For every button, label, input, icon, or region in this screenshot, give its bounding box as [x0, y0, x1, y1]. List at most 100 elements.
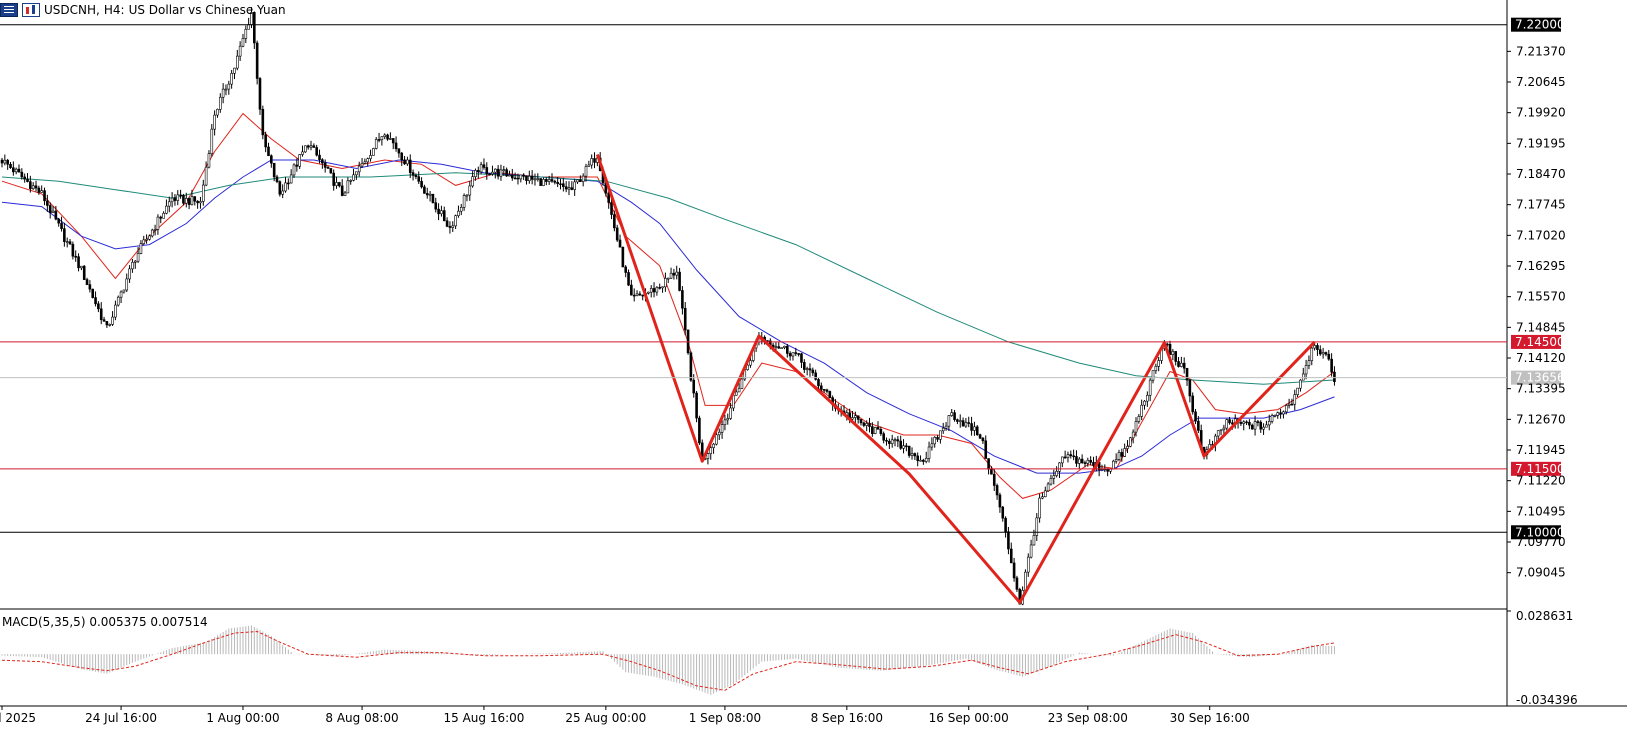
candle-body: [363, 161, 367, 164]
candle-body: [201, 184, 205, 202]
candle-body: [828, 391, 832, 398]
candle-body: [862, 422, 866, 426]
candle-body: [397, 148, 401, 154]
candle-body: [672, 272, 676, 276]
menu-icon[interactable]: [0, 3, 18, 17]
candle-body: [20, 171, 24, 178]
candle-body: [468, 185, 472, 196]
price-tick-label: 7.11220: [1516, 474, 1566, 488]
price-tick-label: 7.18470: [1516, 167, 1566, 181]
candle-body: [184, 198, 188, 204]
candle-body: [315, 147, 318, 156]
candle-body: [352, 174, 355, 181]
candle-body: [218, 96, 222, 110]
candle-body: [1001, 506, 1005, 519]
candle-body: [536, 178, 540, 180]
candle-body: [930, 443, 934, 448]
candle-body: [196, 200, 199, 204]
candle-body: [570, 187, 574, 190]
candle-body: [386, 134, 389, 140]
symbol-description: US Dollar vs Chinese Yuan: [128, 3, 286, 17]
candle-body: [1129, 437, 1132, 447]
candle-body: [800, 353, 803, 363]
candle-body: [119, 291, 123, 298]
candle-body: [820, 385, 823, 390]
symbol-label: USDCNH: [44, 3, 97, 17]
candle-body: [437, 208, 440, 215]
candle-body: [888, 440, 891, 444]
candle-body: [128, 268, 131, 280]
candle-body: [1049, 478, 1053, 485]
time-tick-label: 17 Jul 2025: [0, 711, 36, 725]
candle-body: [1112, 460, 1115, 470]
candle-body: [99, 308, 103, 320]
candle-body: [947, 415, 951, 427]
candle-body: [513, 177, 517, 180]
candle-body: [610, 202, 613, 215]
candle-body: [941, 427, 945, 432]
price-tick-label: 7.12670: [1516, 412, 1566, 426]
candle-body: [1148, 379, 1152, 396]
candle-body: [621, 246, 625, 268]
candle-body: [51, 210, 55, 213]
candle-body: [1216, 430, 1220, 437]
candle-body: [122, 289, 126, 293]
candle-body: [91, 288, 95, 298]
price-level-tag: [1511, 17, 1561, 32]
candle-body: [1188, 379, 1192, 397]
time-tick-label: 1 Sep 08:00: [689, 711, 761, 725]
candle-body: [34, 185, 38, 189]
candle-body: [26, 178, 29, 182]
price-level-tag: [1511, 525, 1561, 540]
candle-body: [885, 439, 888, 442]
candle-body: [984, 440, 988, 459]
candle-body: [408, 159, 412, 173]
candle-body: [312, 145, 316, 148]
candle-body: [1321, 352, 1325, 355]
candle-body: [457, 210, 460, 217]
candle-body: [193, 196, 197, 202]
candle-body: [953, 412, 956, 420]
price-tick-label: 7.21370: [1516, 44, 1566, 58]
candle-body: [253, 12, 256, 44]
candle-body: [893, 439, 897, 441]
candle-body: [1015, 577, 1019, 590]
candle-body: [1265, 424, 1268, 428]
candle-body: [454, 215, 457, 227]
candle-body: [1171, 351, 1175, 356]
candle-body: [1137, 416, 1141, 422]
candle-body: [666, 277, 670, 280]
macd-label: MACD(5,35,5) 0.005375 0.007514: [2, 615, 208, 629]
candle-body: [808, 368, 812, 371]
macd-tick-label: -0.034396: [1516, 693, 1578, 707]
price-tick-label: 7.20645: [1516, 75, 1566, 89]
candle-body: [485, 167, 489, 175]
candle-body: [360, 163, 364, 167]
bar-chart-icon[interactable]: [22, 3, 40, 17]
candle-body: [1134, 421, 1138, 433]
candle-body: [1072, 455, 1075, 458]
price-tick-label: 7.17745: [1516, 198, 1566, 212]
candle-body: [139, 243, 143, 254]
candle-body: [440, 210, 443, 215]
candle-body: [1055, 471, 1058, 476]
candle-body: [1330, 358, 1333, 373]
candle-body: [1114, 459, 1118, 462]
candle-body: [1035, 517, 1039, 536]
candle-body: [1282, 411, 1285, 415]
candle-body: [1058, 462, 1061, 472]
price-level-tag: [1511, 334, 1561, 349]
candle-body: [859, 419, 863, 424]
candle-body: [499, 169, 503, 177]
candle-body: [68, 241, 72, 245]
candle-body: [729, 407, 732, 419]
candle-body: [383, 134, 387, 137]
candle-body: [919, 459, 922, 462]
candle-body: [304, 145, 307, 153]
time-tick-label: 8 Sep 16:00: [811, 711, 883, 725]
candle-body: [301, 151, 304, 155]
candle-body: [406, 159, 409, 165]
candle-body: [737, 388, 741, 393]
candle-body: [1250, 424, 1254, 430]
